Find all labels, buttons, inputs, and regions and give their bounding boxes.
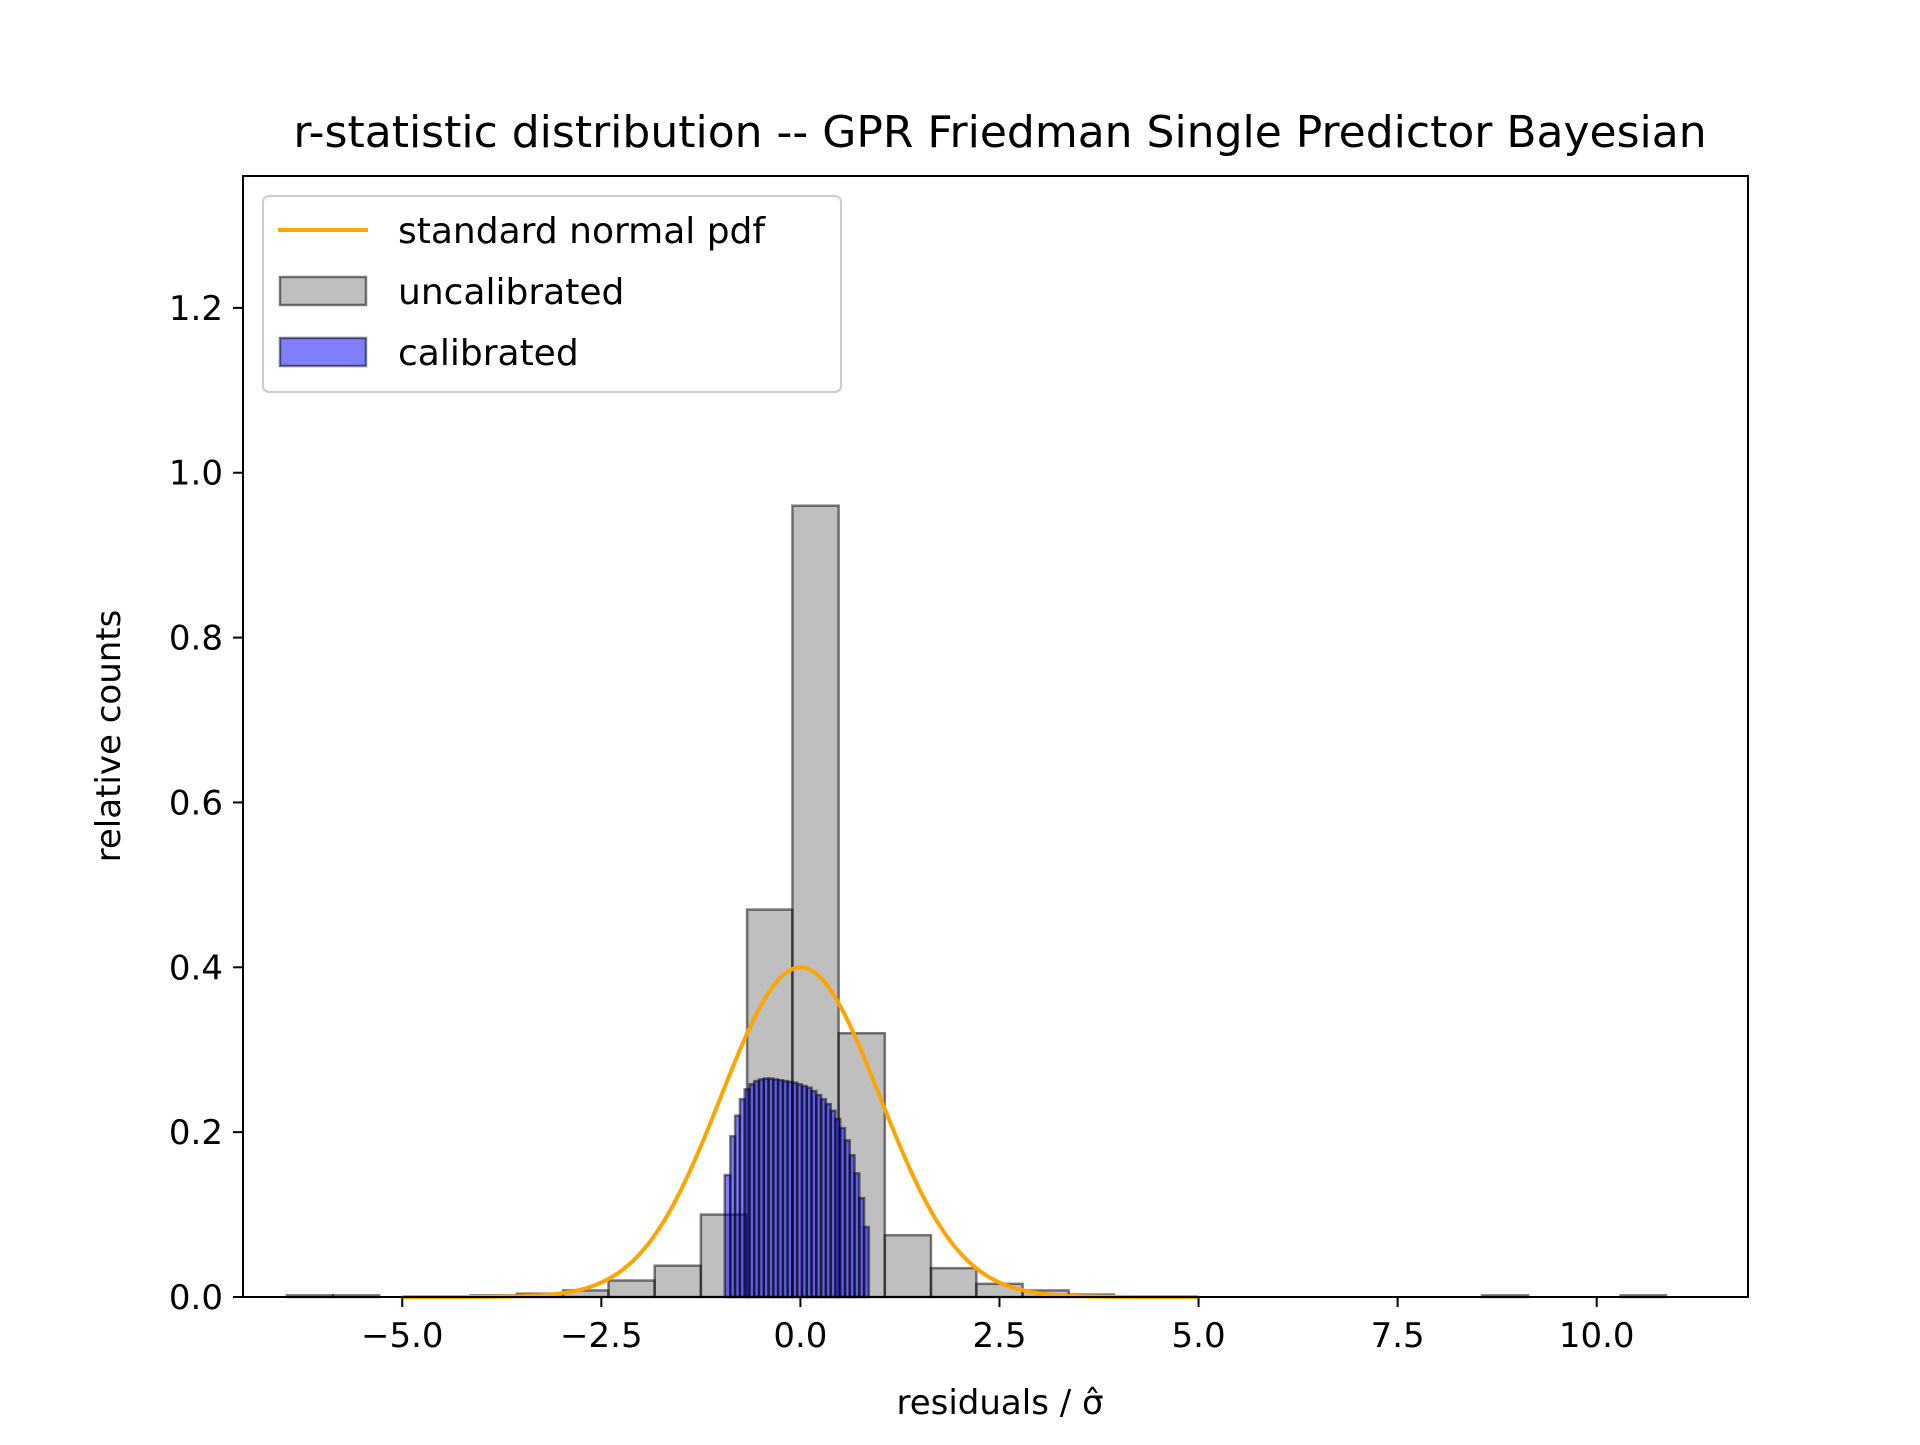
uncalibrated-bar bbox=[607, 1279, 656, 1299]
y-tick-label: 0.8 bbox=[169, 619, 223, 659]
y-tick-label: 0.4 bbox=[169, 948, 223, 988]
x-tick-label: −5.0 bbox=[361, 1316, 444, 1356]
x-axis-ticks: −5.0 −2.5 0.0 2.5 5.0 7.5 10.0 bbox=[361, 1297, 1635, 1356]
x-tick-label: −2.5 bbox=[560, 1316, 643, 1356]
axes-frame bbox=[242, 175, 1749, 1298]
uncalibrated-bar bbox=[883, 1233, 933, 1299]
y-axis-label: relative counts bbox=[89, 610, 129, 863]
calibrated-bars bbox=[723, 1077, 871, 1299]
x-tick-label: 10.0 bbox=[1559, 1316, 1635, 1356]
calibrated-bar bbox=[862, 1225, 871, 1299]
x-tick-label: 5.0 bbox=[1172, 1316, 1226, 1356]
x-tick-label: 0.0 bbox=[773, 1316, 827, 1356]
legend-label: calibrated bbox=[398, 333, 579, 374]
standard-normal-pdf-curve bbox=[402, 965, 1199, 1299]
y-tick-label: 0.2 bbox=[169, 1113, 223, 1153]
y-tick-label: 1.2 bbox=[169, 289, 223, 329]
chart-title: r-statistic distribution -- GPR Friedman… bbox=[293, 107, 1706, 158]
x-tick-label: 2.5 bbox=[972, 1316, 1026, 1356]
uncalibrated-bar bbox=[929, 1266, 978, 1299]
uncalibrated-bar bbox=[653, 1264, 703, 1299]
y-tick-label: 1.0 bbox=[169, 454, 223, 494]
legend-label: uncalibrated bbox=[398, 272, 624, 313]
legend-label: standard normal pdf bbox=[398, 211, 766, 252]
y-axis-ticks: 0.0 0.2 0.4 0.6 0.8 1.0 1.2 bbox=[169, 289, 243, 1318]
normal-pdf-layer bbox=[402, 965, 1199, 1299]
y-tick-label: 0.0 bbox=[169, 1278, 223, 1318]
y-tick-label: 0.6 bbox=[169, 783, 223, 823]
legend-box bbox=[262, 195, 842, 393]
legend: standard normal pdf uncalibrated calibrate… bbox=[262, 195, 842, 393]
x-tick-label: 7.5 bbox=[1371, 1316, 1425, 1356]
legend-swatch-patch bbox=[278, 275, 368, 307]
x-axis-label: residuals / σ̂ bbox=[896, 1383, 1103, 1423]
legend-swatch-patch bbox=[278, 336, 368, 368]
